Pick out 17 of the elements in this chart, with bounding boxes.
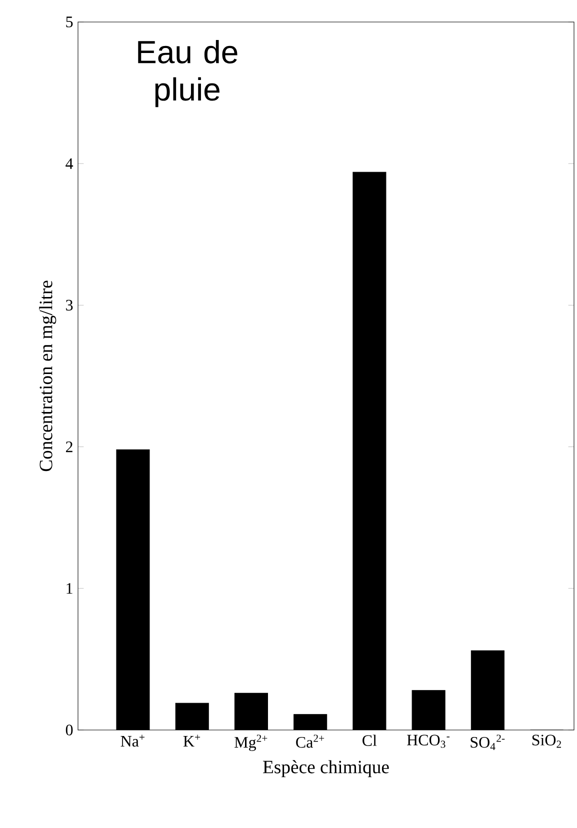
x-tick-label: K$^{+}$ xyxy=(183,734,200,747)
x-tick-label: SO$_{4}$2- xyxy=(470,734,505,750)
x-tick-label: Mg$^{2+}$ xyxy=(234,734,268,752)
x-axis-title: Espèce chimique xyxy=(263,760,389,778)
y-tick-label: 3 xyxy=(66,300,73,311)
y-tick-label: 0 xyxy=(66,724,73,736)
y-axis-title: Concentration en mg/litre xyxy=(39,280,56,472)
y-tick-label: 4 xyxy=(66,158,74,169)
x-tick-label: Cl xyxy=(362,734,377,746)
x-tick-label: SiO$_{2}$ xyxy=(532,734,561,748)
x-tick-label: Na$^{+}$ xyxy=(120,734,144,747)
y-tick-label: 5 xyxy=(66,16,73,28)
y-tick-label: 1 xyxy=(66,583,72,594)
y-tick-label: 2 xyxy=(66,441,72,452)
x-tick-label: Ca$^{2+}$ xyxy=(296,734,324,748)
x-tick-label: HCO$_{3}$- xyxy=(407,734,450,748)
text: Eau de pluie xyxy=(138,40,238,108)
